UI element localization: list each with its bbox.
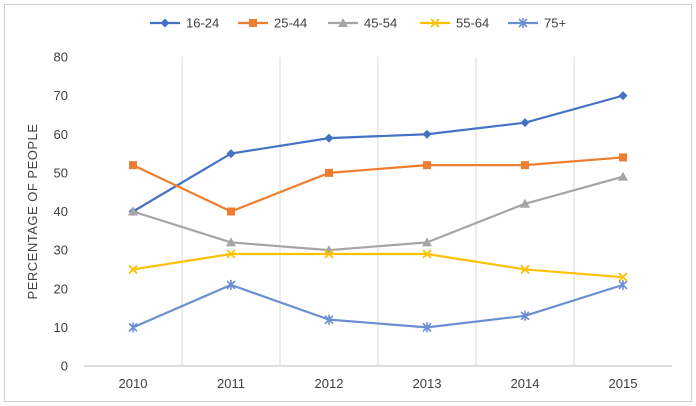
series-line [132,156,624,213]
legend: 16-24 25-44 45-54 55-64 75+ [150,16,566,31]
legend-label: 75+ [544,16,566,31]
legend-item-3: 45-54 [328,16,397,31]
legend-label: 45-54 [364,16,397,31]
data-point [618,171,628,181]
axes: 0 10 20 30 40 50 60 70 80 2010 2011 2012 2013 2014 201… [54,50,672,391]
series-line [132,94,624,213]
series-line [132,252,624,279]
series-4 [128,249,628,282]
y-tick-label: 0 [61,359,68,374]
data-point [226,249,236,259]
y-axis-title: PERCENTAGE OF PEOPLE [25,124,40,300]
series-line [132,175,624,252]
data-point [422,237,432,247]
legend-marker [160,18,170,28]
legend-item-4: 55-64 [420,16,489,31]
data-point [422,129,432,139]
data-point [324,133,334,143]
legend-label: 25-44 [274,16,307,31]
legend-marker [249,19,257,27]
data-point [618,279,628,290]
data-point [520,118,530,128]
series [128,91,628,333]
data-point [619,153,627,162]
legend-item-5: 75+ [508,16,566,31]
data-point [521,161,529,170]
data-point [520,310,530,321]
legend-label: 16-24 [186,16,219,31]
data-point [520,198,530,208]
data-point [423,161,431,170]
legend-marker [338,18,348,27]
data-point [226,237,236,247]
data-point [520,264,530,275]
x-tick-label: 2012 [315,376,344,391]
data-point [128,264,138,275]
y-tick-label: 80 [54,50,68,65]
legend-marker [518,18,528,28]
data-point [129,161,137,170]
data-point [128,322,138,333]
series-5 [128,279,628,333]
y-tick-label: 60 [54,127,68,142]
series-2 [129,153,627,216]
series-1 [128,91,628,216]
y-tick-label: 40 [54,204,68,219]
data-point [226,279,236,290]
x-tick-label: 2013 [413,376,442,391]
series-line [132,283,624,329]
data-point [422,249,432,259]
y-tick-label: 20 [54,281,68,296]
y-tick-label: 50 [54,165,68,180]
chart-border [4,4,692,402]
y-tick-label: 70 [54,88,68,103]
y-tick-label: 30 [54,243,68,258]
x-tick-label: 2010 [119,376,148,391]
data-point [227,207,235,216]
y-tick-label: 10 [54,320,68,335]
data-point [618,91,628,101]
legend-marker [430,18,440,28]
data-point [226,149,236,159]
data-point [324,249,334,259]
legend-item-2: 25-44 [238,16,307,31]
data-point [422,322,432,333]
data-point [618,272,628,282]
legend-label: 55-64 [456,16,489,31]
legend-item-1: 16-24 [150,16,219,31]
x-tick-label: 2015 [609,376,638,391]
data-point [324,314,334,325]
data-point [128,206,138,216]
data-point [325,168,333,177]
x-tick-label: 2014 [511,376,540,391]
x-tick-label: 2011 [217,376,245,391]
